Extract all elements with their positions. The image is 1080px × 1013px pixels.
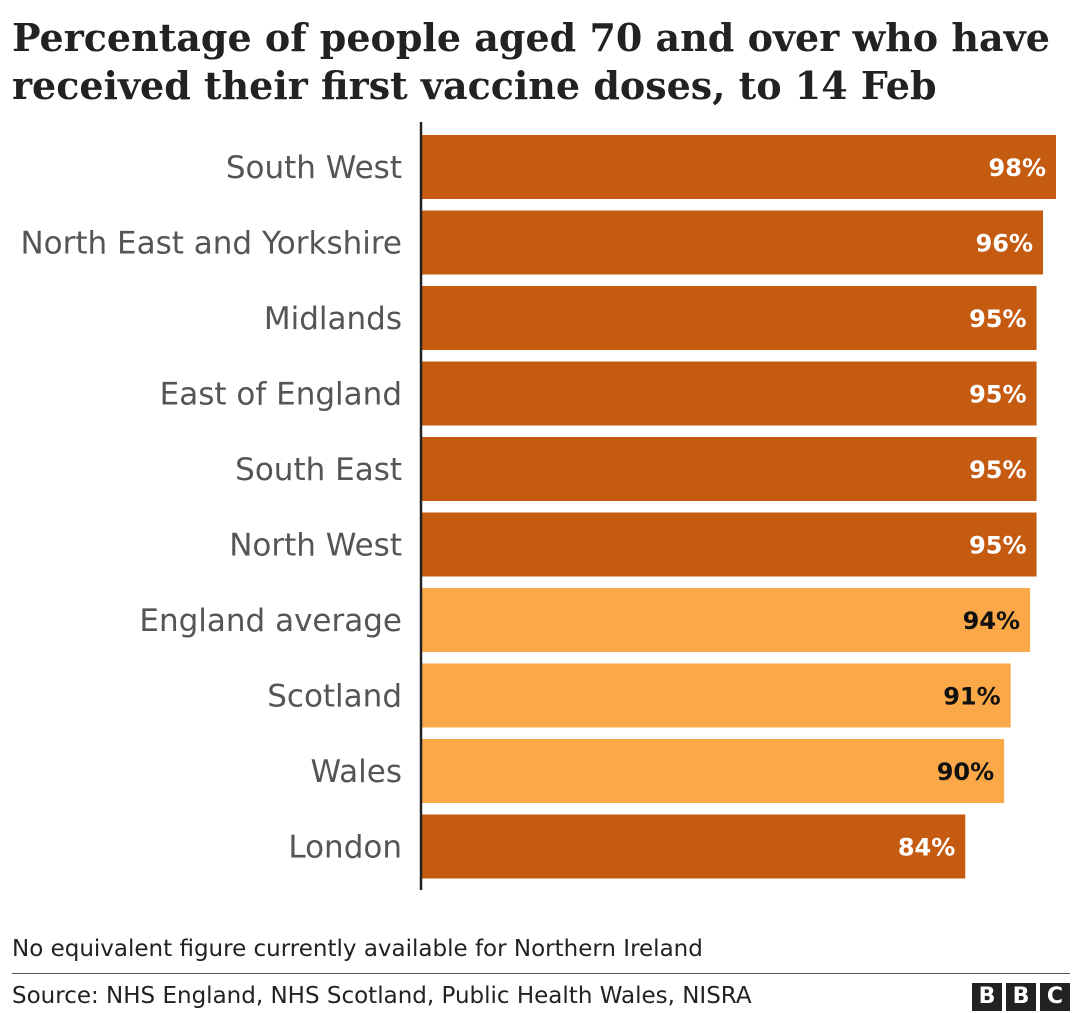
value-label-east-of-england: 95% <box>969 381 1026 409</box>
category-label-south-east: South East <box>235 452 402 488</box>
category-label-london: London <box>288 830 402 866</box>
footnote: No equivalent figure currently available… <box>12 936 703 962</box>
category-label-north-east-and-yorkshire: North East and Yorkshire <box>20 226 402 262</box>
value-label-north-east-and-yorkshire: 96% <box>976 230 1033 258</box>
category-label-wales: Wales <box>310 754 402 790</box>
footer-divider <box>12 973 1070 974</box>
chart-title: Percentage of people aged 70 and over wh… <box>12 15 1050 108</box>
category-label-south-west: South West <box>226 150 402 186</box>
category-label-north-west: North West <box>229 528 402 564</box>
bar-north-west <box>421 512 1037 577</box>
source-text: Source: NHS England, NHS Scotland, Publi… <box>12 983 752 1009</box>
value-label-scotland: 91% <box>943 683 1000 711</box>
value-label-north-west: 95% <box>969 532 1026 560</box>
bar-wales <box>421 739 1005 803</box>
bar-midlands <box>421 286 1037 350</box>
value-label-midlands: 95% <box>969 305 1026 333</box>
bar-london <box>421 814 966 879</box>
bar-south-west <box>421 135 1056 199</box>
category-label-east-of-england: East of England <box>160 377 402 413</box>
value-label-london: 84% <box>898 834 955 862</box>
category-label-england-average: England average <box>139 603 402 639</box>
category-label-midlands: Midlands <box>264 301 402 337</box>
category-label-scotland: Scotland <box>267 679 402 715</box>
bbc-logo: B B C <box>972 983 1070 1011</box>
bbc-logo-letter-3: C <box>1040 983 1070 1011</box>
bar-scotland <box>421 663 1011 728</box>
bbc-logo-letter-1: B <box>972 983 1002 1011</box>
bar-north-east-and-yorkshire <box>421 210 1044 275</box>
value-label-south-west: 98% <box>989 154 1046 182</box>
value-label-south-east: 95% <box>969 456 1026 484</box>
value-label-wales: 90% <box>937 758 994 786</box>
bar-east-of-england <box>421 361 1037 426</box>
bbc-logo-letter-2: B <box>1006 983 1036 1011</box>
value-label-england-average: 94% <box>963 607 1020 635</box>
bar-england-average <box>421 588 1031 652</box>
bar-south-east <box>421 437 1037 501</box>
